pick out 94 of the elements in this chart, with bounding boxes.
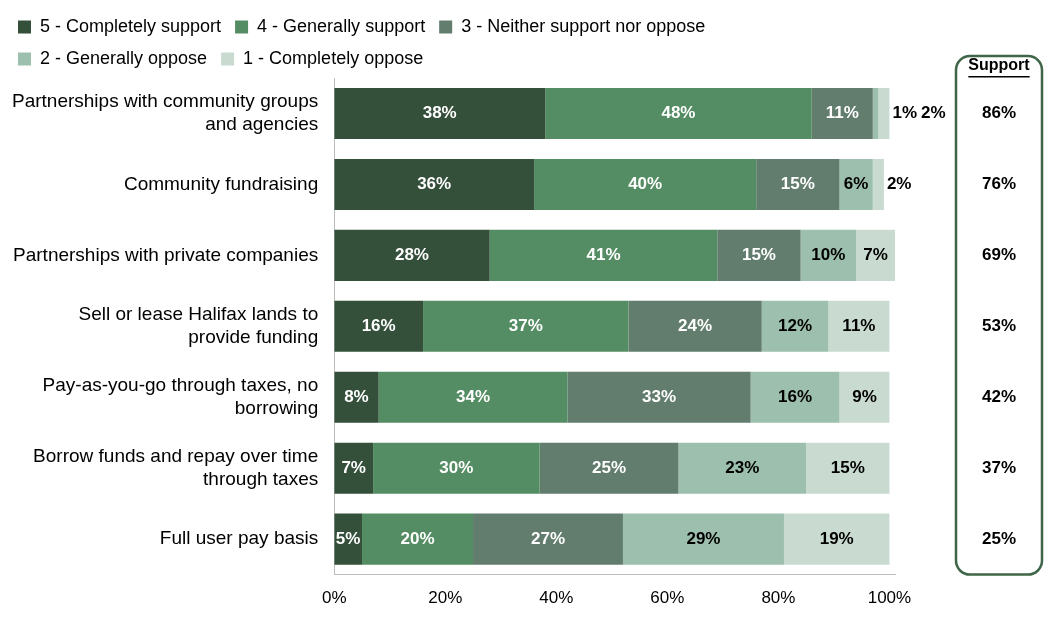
y-tick-label: Community fundraising bbox=[123, 172, 319, 194]
data-label: 10% bbox=[811, 245, 846, 265]
bar bbox=[334, 371, 379, 423]
bar bbox=[489, 229, 718, 281]
bar bbox=[839, 158, 873, 210]
y-tick-label: Partnerships with community groups and agencies bbox=[11, 90, 319, 135]
bar bbox=[423, 300, 629, 352]
data-label: 15% bbox=[780, 174, 815, 194]
y-tick-label: Full user pay basis bbox=[159, 527, 319, 549]
bar bbox=[761, 300, 829, 352]
data-label: 15% bbox=[830, 457, 865, 477]
data-label: 30% bbox=[439, 457, 474, 477]
data-label: 37% bbox=[508, 315, 543, 335]
bar bbox=[334, 87, 546, 140]
data-label: 33% bbox=[642, 386, 677, 406]
legend-label: 1 - Completely oppose bbox=[243, 47, 424, 68]
legend-label: 2 - Generally oppose bbox=[40, 47, 208, 68]
data-label: 20% bbox=[400, 528, 435, 548]
bar bbox=[811, 87, 873, 140]
bar bbox=[800, 229, 857, 281]
data-label: 16% bbox=[778, 386, 813, 406]
x-tick-label: 80% bbox=[761, 588, 796, 608]
bar bbox=[750, 371, 840, 423]
bar bbox=[678, 442, 807, 494]
text: 42% bbox=[981, 386, 1017, 406]
bar bbox=[756, 158, 840, 210]
bar bbox=[783, 513, 890, 565]
bar bbox=[534, 158, 757, 210]
legend-label: 5 - Completely support bbox=[40, 15, 222, 36]
data-label: 34% bbox=[456, 386, 491, 406]
data-label: 7% bbox=[341, 457, 366, 477]
data-label: 23% bbox=[725, 457, 760, 477]
bar bbox=[334, 158, 535, 210]
data-label: 8% bbox=[344, 386, 369, 406]
data-label: 6% bbox=[843, 174, 869, 194]
text: 76% bbox=[981, 174, 1017, 194]
data-label: 7% bbox=[863, 245, 888, 265]
data-label: 12% bbox=[778, 315, 813, 335]
x-tick-label: 0% bbox=[321, 588, 347, 608]
data-label: 16% bbox=[361, 315, 396, 335]
bar bbox=[872, 87, 879, 140]
bar bbox=[567, 371, 751, 423]
bar bbox=[878, 87, 890, 140]
bar bbox=[806, 442, 890, 494]
data-label: 48% bbox=[661, 103, 696, 123]
data-label: 38% bbox=[422, 103, 457, 123]
bar bbox=[856, 229, 895, 281]
text: 37% bbox=[981, 457, 1017, 477]
x-tick-label: 100% bbox=[867, 588, 912, 608]
bar bbox=[373, 442, 540, 494]
x-tick-label: 20% bbox=[428, 588, 463, 608]
bar bbox=[473, 513, 623, 565]
data-label: 15% bbox=[741, 245, 776, 265]
data-label: 25% bbox=[592, 457, 627, 477]
bar bbox=[362, 513, 474, 565]
bar bbox=[545, 87, 812, 140]
data-label: 11% bbox=[825, 103, 859, 123]
text: 86% bbox=[981, 103, 1017, 123]
legend-label: 3 - Neither support nor oppose bbox=[461, 15, 706, 36]
data-label: 1% bbox=[892, 103, 918, 123]
y-tick-label: Pay-as-you-go through taxes, no borrowing bbox=[42, 374, 319, 418]
bar bbox=[839, 371, 890, 423]
data-label: 2% bbox=[921, 103, 946, 123]
data-label: 36% bbox=[417, 174, 452, 194]
x-tick-label: 60% bbox=[650, 588, 685, 608]
y-tick-label: Sell or lease Halifax lands to provide funding bbox=[78, 303, 319, 347]
bar bbox=[378, 371, 568, 423]
data-label: 29% bbox=[686, 528, 721, 548]
y-tick-label: Borrow funds and repay over time through taxes bbox=[33, 445, 319, 489]
y-tick-label: Partnerships with private companies bbox=[13, 243, 319, 265]
data-label: 2% bbox=[886, 174, 912, 194]
data-label: 19% bbox=[819, 528, 854, 548]
bar bbox=[539, 442, 679, 494]
data-label: 41% bbox=[586, 245, 621, 265]
legend-label: 4 - Generally support bbox=[257, 15, 426, 36]
data-label: 40% bbox=[628, 174, 663, 194]
text: 69% bbox=[981, 245, 1017, 265]
x-tick-label: 40% bbox=[539, 588, 574, 608]
data-label: 5% bbox=[335, 528, 361, 548]
data-label: 9% bbox=[852, 386, 877, 406]
bar bbox=[622, 513, 784, 565]
text: 53% bbox=[981, 315, 1017, 335]
data-label: 24% bbox=[678, 315, 713, 335]
bar bbox=[717, 229, 801, 281]
bar bbox=[334, 229, 490, 281]
bar bbox=[828, 300, 890, 352]
text: 25% bbox=[981, 528, 1017, 548]
data-label: 11% bbox=[842, 315, 876, 335]
bar bbox=[334, 300, 424, 352]
text: Support bbox=[968, 56, 1031, 74]
bar bbox=[628, 300, 762, 352]
data-label: 27% bbox=[530, 528, 566, 548]
data-label: 28% bbox=[394, 245, 429, 265]
bar bbox=[872, 158, 884, 210]
